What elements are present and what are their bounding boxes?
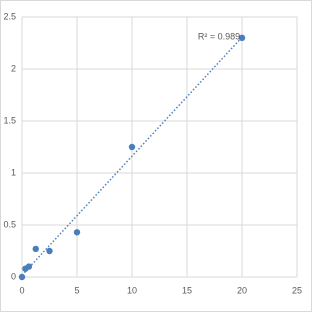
x-tick-label: 10	[127, 285, 137, 295]
y-tick-label: 1.5	[3, 115, 16, 125]
y-tick-label: 2	[11, 63, 16, 73]
y-tick-label: 0.5	[3, 219, 16, 229]
data-point	[25, 263, 33, 270]
trendline	[21, 36, 243, 276]
data-point	[46, 247, 53, 255]
x-tick-label: 15	[182, 285, 192, 295]
data-point	[128, 143, 136, 151]
x-tick-label: 25	[292, 285, 302, 295]
y-tick-label: 1	[11, 167, 16, 177]
x-tick-label: 20	[237, 285, 247, 295]
data-point	[32, 245, 39, 253]
y-tick-label: 2.5	[3, 11, 16, 21]
data-point	[238, 34, 246, 41]
y-tick-label: 0	[11, 271, 16, 281]
x-tick-label: 0	[19, 285, 24, 295]
chart: 0 0.5 1 1.5 2 2.5 0 5 10 15 20 25 R² = 0.989	[0, 0, 312, 312]
annotation: R² = 0.989	[198, 31, 240, 41]
chart-border	[0, 0, 312, 312]
x-tick-label: 5	[74, 285, 79, 295]
data-point	[18, 273, 26, 281]
data-point	[73, 229, 81, 236]
plot	[18, 34, 246, 281]
